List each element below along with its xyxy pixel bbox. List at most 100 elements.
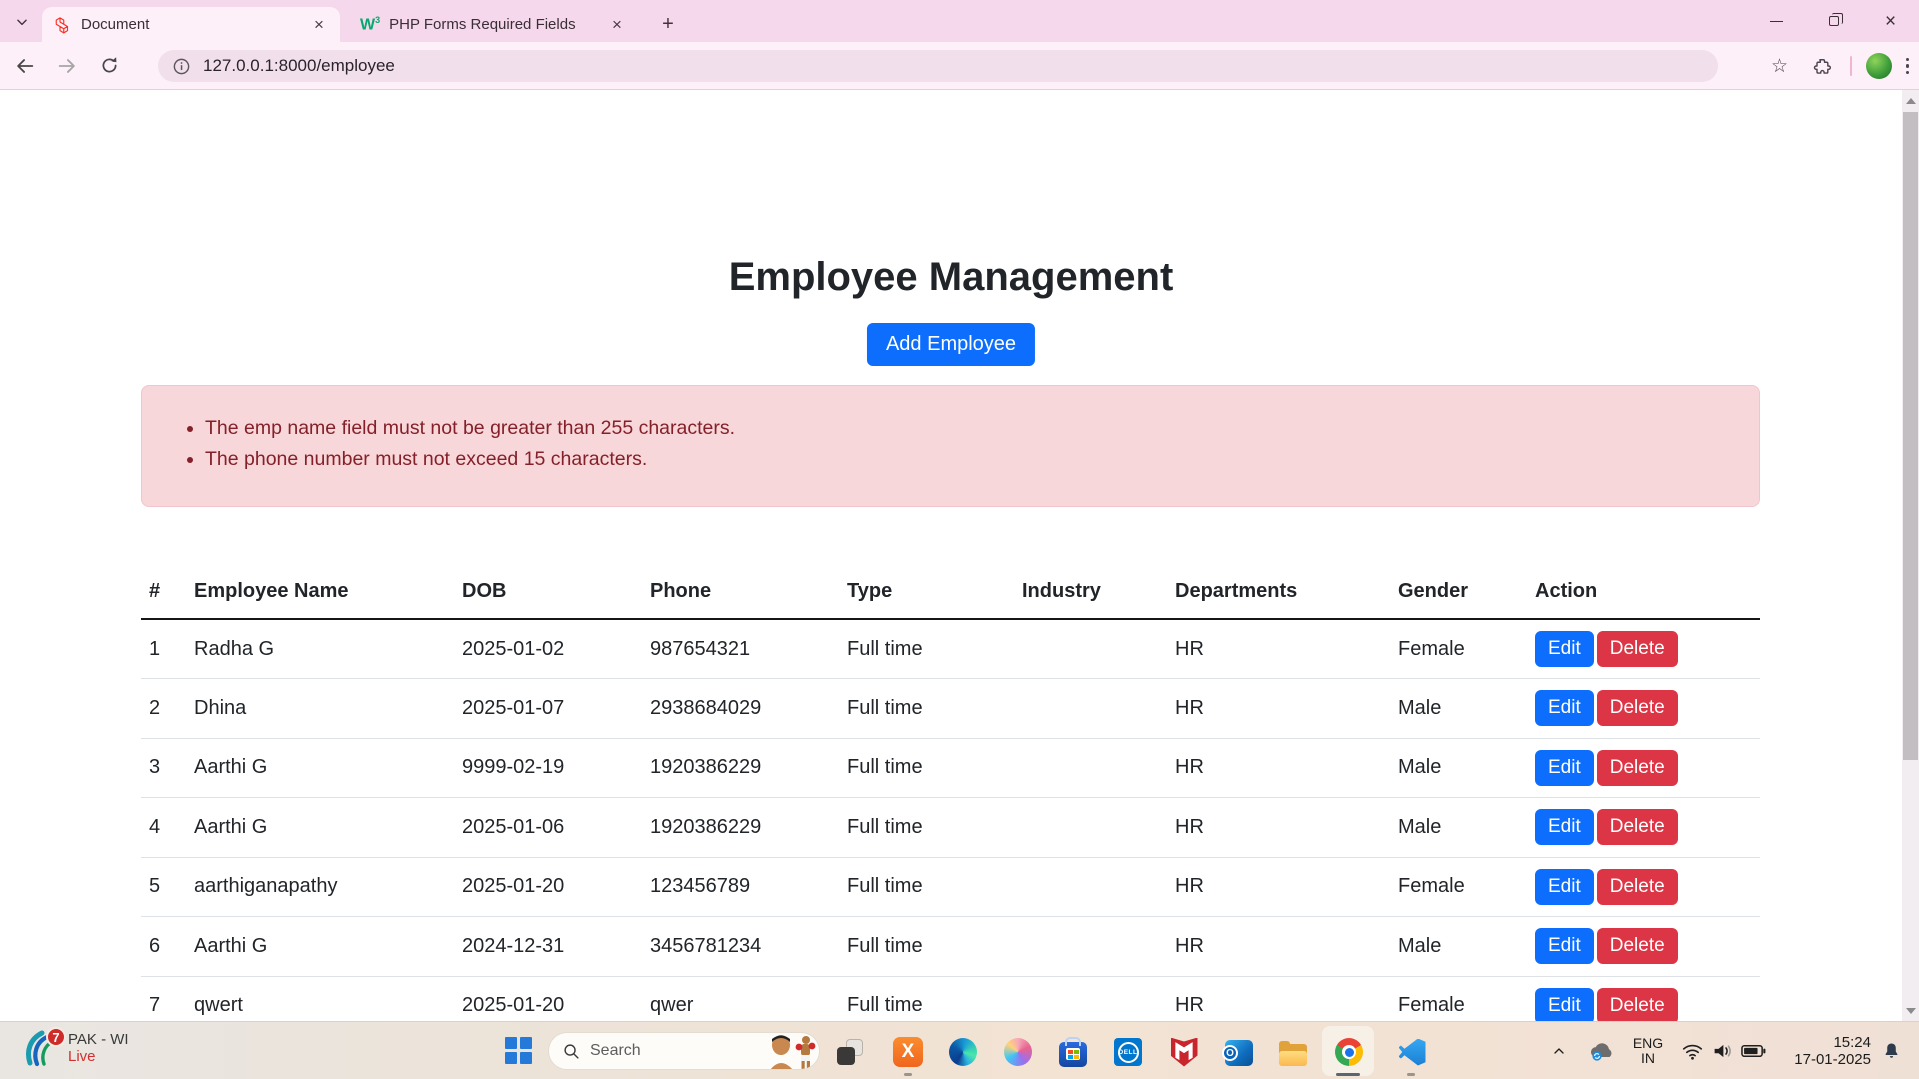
xampp-icon[interactable]: X: [893, 1037, 923, 1067]
edit-button[interactable]: Edit: [1535, 749, 1594, 786]
vscode-icon[interactable]: [1397, 1037, 1427, 1067]
cell-industry: [1014, 797, 1167, 858]
dell-icon[interactable]: DELL: [1113, 1037, 1143, 1067]
reload-button[interactable]: [92, 49, 126, 83]
table-header: # Employee Name DOB Phone Type Industry Depart…: [141, 568, 1760, 620]
cell-num: 3: [141, 738, 186, 798]
new-tab-button[interactable]: +: [654, 10, 682, 38]
outlook-icon[interactable]: O: [1222, 1037, 1254, 1067]
cell-gender: Male: [1390, 678, 1527, 739]
search-label: Search: [590, 1042, 641, 1059]
edit-button[interactable]: Edit: [1535, 987, 1594, 1024]
tab-close-icon[interactable]: ×: [612, 14, 622, 34]
cell-name: Aarthi G: [186, 916, 454, 977]
tray-chevron-up-icon[interactable]: [1545, 1022, 1573, 1079]
language-code: ENG: [1632, 1035, 1664, 1051]
delete-button[interactable]: Delete: [1596, 749, 1678, 786]
language-indicator[interactable]: ENG IN: [1627, 1022, 1669, 1079]
chrome-icon[interactable]: [1334, 1037, 1364, 1067]
tab-search-button[interactable]: [9, 9, 35, 35]
window-restore-button[interactable]: [1805, 0, 1862, 42]
error-item: The phone number must not exceed 15 char…: [205, 444, 1743, 475]
task-view-icon[interactable]: [835, 1037, 865, 1067]
close-icon: ×: [1884, 10, 1897, 32]
cell-type: Full time: [839, 857, 1014, 917]
vertical-scrollbar[interactable]: [1902, 90, 1919, 1021]
cell-department: HR: [1167, 797, 1390, 858]
w3schools-icon: W3: [360, 14, 381, 34]
mcafee-icon[interactable]: [1169, 1037, 1199, 1067]
wifi-icon[interactable]: [1677, 1022, 1707, 1079]
window-controls: ×: [1748, 0, 1919, 42]
chrome-active-indicator: [1336, 1073, 1360, 1076]
toolbar-divider: [1849, 56, 1852, 76]
search-icon: [564, 1043, 579, 1059]
cell-phone: 3456781234: [642, 916, 839, 977]
cell-dob: 2025-01-06: [454, 797, 642, 858]
info-icon[interactable]: [172, 57, 191, 76]
column-header: Departments: [1167, 568, 1390, 620]
forward-button[interactable]: [50, 49, 84, 83]
edit-button[interactable]: Edit: [1535, 928, 1594, 965]
file-explorer-icon[interactable]: [1278, 1037, 1308, 1067]
address-bar[interactable]: 127.0.0.1:8000/employee: [158, 50, 1718, 82]
error-item: The emp name field must not be greater t…: [205, 413, 1743, 444]
cell-num: 1: [141, 619, 186, 679]
bookmark-star-icon[interactable]: ☆: [1770, 55, 1789, 77]
browser-tab-inactive[interactable]: W3 PHP Forms Required Fields ×: [348, 7, 638, 42]
edge-icon[interactable]: [948, 1037, 978, 1067]
extensions-icon[interactable]: [1808, 52, 1836, 80]
cricket-score-widget[interactable]: 7 PAK - WI Live: [22, 1027, 129, 1067]
cell-num: 6: [141, 916, 186, 977]
cell-type: Full time: [839, 916, 1014, 977]
delete-button[interactable]: Delete: [1596, 928, 1678, 965]
edit-button[interactable]: Edit: [1535, 690, 1594, 727]
delete-button[interactable]: Delete: [1596, 690, 1678, 727]
battery-icon[interactable]: [1737, 1022, 1769, 1079]
cell-num: 5: [141, 857, 186, 917]
taskbar-search[interactable]: Search: [548, 1032, 820, 1070]
edit-button[interactable]: Edit: [1535, 631, 1594, 667]
menu-dots-icon[interactable]: [1905, 57, 1909, 75]
cell-phone: 123456789: [642, 857, 839, 917]
window-close-button[interactable]: ×: [1862, 0, 1919, 42]
delete-button[interactable]: Delete: [1596, 868, 1678, 905]
delete-button[interactable]: Delete: [1596, 631, 1678, 667]
edit-button[interactable]: Edit: [1535, 809, 1594, 846]
language-region: IN: [1641, 1050, 1655, 1066]
microsoft-store-icon[interactable]: [1058, 1036, 1088, 1067]
scroll-up-button[interactable]: [1902, 92, 1919, 109]
browser-tab-active[interactable]: Document ×: [42, 7, 340, 42]
delete-button[interactable]: Delete: [1596, 809, 1678, 846]
notification-badge: 7: [46, 1027, 66, 1047]
scroll-down-button[interactable]: [1902, 1002, 1919, 1019]
bell-icon[interactable]: [1875, 1022, 1907, 1079]
speaker-icon[interactable]: [1707, 1022, 1737, 1079]
windows-start-button[interactable]: [505, 1037, 532, 1064]
table-row: 5 aarthiganapathy 2025-01-20 123456789 F…: [141, 857, 1760, 917]
tab-close-icon[interactable]: ×: [314, 14, 324, 34]
profile-avatar[interactable]: [1865, 53, 1892, 79]
page-title: Employee Management: [728, 255, 1174, 299]
cell-department: HR: [1167, 678, 1390, 739]
back-button[interactable]: [8, 49, 42, 83]
window-minimize-button[interactable]: [1748, 0, 1805, 42]
column-header: Type: [839, 568, 1014, 620]
add-employee-button[interactable]: Add Employee: [866, 323, 1036, 366]
cell-name: aarthiganapathy: [186, 857, 454, 917]
delete-button[interactable]: Delete: [1596, 987, 1678, 1024]
cell-phone: 987654321: [642, 619, 839, 679]
cell-department: HR: [1167, 916, 1390, 977]
table-row: 2 Dhina 2025-01-07 2938684029 Full time …: [141, 678, 1760, 739]
edit-button[interactable]: Edit: [1535, 868, 1594, 905]
onedrive-cloud-icon[interactable]: [1583, 1022, 1619, 1079]
cell-gender: Male: [1390, 797, 1527, 858]
url-text[interactable]: 127.0.0.1:8000/employee: [203, 56, 395, 75]
cell-department: HR: [1167, 619, 1390, 679]
clock[interactable]: 15:24 17-01-2025: [1779, 1022, 1871, 1079]
cell-industry: [1014, 678, 1167, 739]
cell-gender: Male: [1390, 738, 1527, 798]
table-row: 6 Aarthi G 2024-12-31 3456781234 Full ti…: [141, 916, 1760, 977]
scrollbar-thumb[interactable]: [1903, 112, 1918, 760]
copilot-icon[interactable]: [1003, 1037, 1033, 1067]
